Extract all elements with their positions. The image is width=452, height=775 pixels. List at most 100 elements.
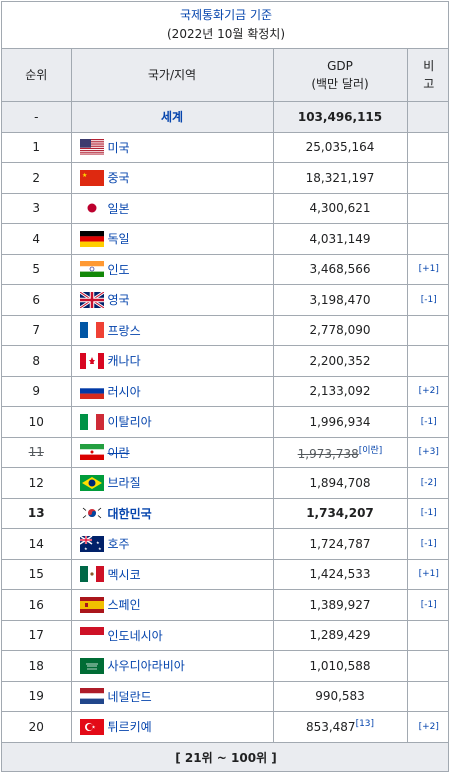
gdp-cell: 4,031,149 [272,223,408,255]
rank-change-note[interactable] [406,131,448,163]
country-link[interactable]: 중국 [107,171,130,186]
rank-cell: 15 [2,558,72,590]
caption-subtitle: (2022년 10월 확정치) [167,27,286,41]
table-row: 14 ★ ★ ★ 호주 1,724,787 [-1] [2,528,448,560]
gdp-cell: 1,010,588 [272,650,408,682]
more-ranks-toggle[interactable]: [ 21위 ~ 100위 ] [175,750,277,765]
rank-change-note[interactable]: [+3] [406,436,448,468]
country-link[interactable]: 인도네시아 [107,628,163,643]
country-link[interactable]: 캐나다 [107,354,141,369]
table-row: 12 브라질 1,894,708 [-2] [2,467,448,499]
rank-cell: 2 [2,162,72,194]
rank-change-note[interactable]: [+1] [406,558,448,590]
rank-change-note[interactable] [406,192,448,224]
rank-change-note[interactable] [406,650,448,682]
country-link[interactable]: 미국 [107,140,130,155]
rank-change-note[interactable]: [-2] [406,467,448,499]
rank-change-note[interactable]: [-1] [406,589,448,621]
country-link[interactable]: 일본 [107,201,130,216]
svg-text:★: ★ [98,546,102,551]
rank-cell: 18 [2,650,72,682]
rank-change-note[interactable] [406,314,448,346]
gdp-cell: 2,133,092 [272,375,408,407]
table-row: 16 스페인 1,389,927 [-1] [2,589,448,621]
gdp-cell: 853,487[13] [272,711,408,743]
rank-cell: 19 [2,680,72,712]
country-link[interactable]: 이란 [107,445,130,460]
rank-change-note[interactable]: [+2] [406,375,448,407]
table-row: 20 ★ 튀르키예 853,487[13] [+2] [2,711,448,743]
table-row-world: - 세계 103,496,115 [2,101,448,133]
table-row: 2 ★ 중국 18,321,197 [2,162,448,194]
table-row: 15 멕시코 1,424,533 [+1] [2,558,448,590]
gdp-cell: 103,496,115 [272,101,408,133]
country-link[interactable]: 사우디아라비아 [107,659,185,674]
rank-change-note[interactable]: [+2] [406,711,448,743]
br-flag-icon [79,474,104,491]
world-link[interactable]: 세계 [160,110,184,125]
rank-cell: 16 [2,589,72,621]
gdp-cell: 990,583 [272,680,408,712]
country-link[interactable]: 브라질 [107,476,141,491]
rank-cell: - [2,101,72,133]
rank-cell: 3 [2,192,72,224]
svg-text:★: ★ [82,172,87,179]
country-link[interactable]: 튀르키예 [107,720,152,735]
rank-change-note[interactable] [406,162,448,194]
table-row: 17 인도네시아 1,289,429 [2,619,448,651]
rank-cell: 14 [2,528,72,560]
country-link[interactable]: 스페인 [107,598,141,613]
rank-change-note[interactable]: [+1] [406,253,448,285]
rank-change-note[interactable]: [-1] [406,284,448,316]
country-link[interactable]: 프랑스 [107,323,141,338]
gdp-cell: 1,973,738[이란] [272,436,408,468]
gdp-cell: 3,468,566 [272,253,408,285]
country-link[interactable]: 러시아 [107,384,141,399]
rank-cell: 4 [2,223,72,255]
gdp-cell: 4,300,621 [272,192,408,224]
header-country[interactable]: 국가/지역 [70,48,274,102]
rank-change-note[interactable] [406,345,448,377]
table-caption: 국제통화기금 기준 (2022년 10월 확정치) [2,2,448,49]
de-flag-icon [79,230,104,247]
gdp-cell: 1,734,207 [272,497,408,529]
country-link[interactable]: 호주 [107,537,130,552]
gb-flag-icon [79,291,104,308]
table-footer: [ 21위 ~ 100위 ] [2,741,448,771]
rank-change-note[interactable] [406,619,448,651]
header-gdp[interactable]: GDP (백만 달러) [272,48,408,102]
reference-link[interactable]: [13] [355,719,375,730]
table-row: 4 독일 4,031,149 [2,223,448,255]
table-row: 1 미국 25,035,164 [2,131,448,163]
rank-change-note[interactable]: [-1] [406,528,448,560]
country-link[interactable]: 네덜란드 [107,689,152,704]
table-row: 5 인도 3,468,566 [+1] [2,253,448,285]
id-flag-icon [79,627,104,644]
gdp-cell: 25,035,164 [272,131,408,163]
es-flag-icon [79,596,104,613]
country-link[interactable]: 대한민국 [107,506,152,521]
rank-cell: 5 [2,253,72,285]
rank-change-note[interactable]: [-1] [406,406,448,438]
reference-link[interactable]: [이란] [358,446,383,457]
country-link[interactable]: 이탈리아 [107,415,152,430]
mx-flag-icon [79,566,104,583]
au-flag-icon: ★ ★ ★ [79,535,104,552]
rank-change-note[interactable] [406,680,448,712]
rank-cell: 12 [2,467,72,499]
country-link[interactable]: 멕시코 [107,567,141,582]
country-link[interactable]: 독일 [107,232,130,247]
tr-flag-icon: ★ [79,718,104,735]
header-rank[interactable]: 순위 [2,48,72,102]
fr-flag-icon [79,322,104,339]
country-link[interactable]: 인도 [107,262,130,277]
rank-cell: 13 [2,497,72,529]
table-row: 6 영국 3,198,470 [-1] [2,284,448,316]
country-link[interactable]: 영국 [107,293,130,308]
ca-flag-icon [79,352,104,369]
rank-change-note[interactable] [406,223,448,255]
rank-change-note[interactable]: [-1] [406,497,448,529]
